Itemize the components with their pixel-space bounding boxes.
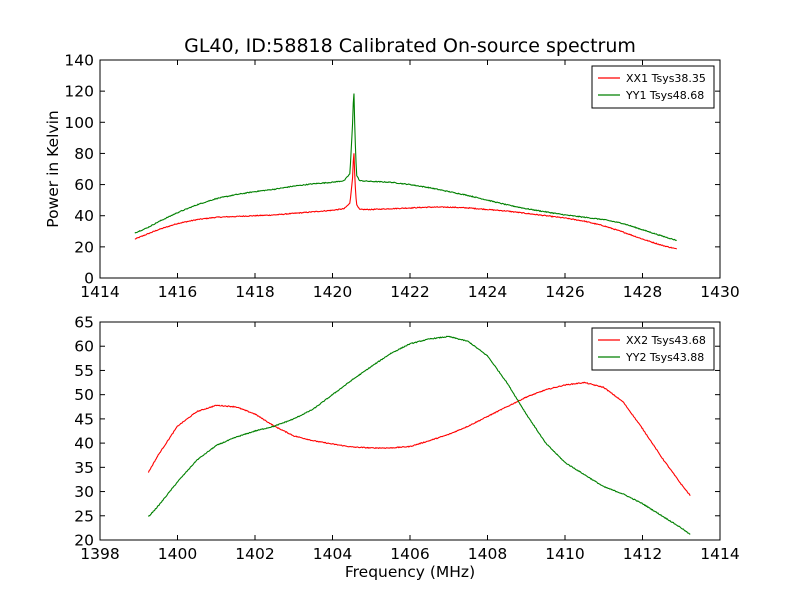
x-tick-label: 1414 [700,545,739,563]
y-tick-label: 20 [74,238,94,256]
series-line-2-2 [147,335,691,535]
y-tick-label: 35 [74,459,94,477]
x-tick-label: 1414 [80,283,119,301]
legend-label: YY2 Tsys43.88 [625,351,704,364]
series-line-1-1 [134,153,677,250]
y-tick-label: 140 [64,52,94,70]
y-axis-label: Power in Kelvin [44,110,62,227]
x-tick-label: 1404 [313,545,352,563]
x-tick-label: 1418 [235,283,274,301]
series-line-2-1 [147,381,691,496]
x-tick-label: 1422 [390,283,429,301]
legend-box [591,65,715,109]
y-tick-label: 120 [64,83,94,101]
x-tick-label: 1428 [623,283,662,301]
series-line-1-2 [134,93,677,242]
x-tick-label: 1408 [468,545,507,563]
x-tick-label: 1420 [313,283,352,301]
x-tick-label: 1398 [80,545,119,563]
y-tick-label: 20 [74,532,94,550]
x-tick-label: 1416 [158,283,197,301]
chart-2: 1398 1400 1402 1404 1406 1408 1410 1412 1414 20 25… [74,314,739,582]
y-tick-label: 80 [74,145,94,163]
chart-1: 1414 1416 1418 1420 1422 1424 1426 1428 1430 0 20 4… [44,35,740,301]
chart-title: GL40, ID:58818 Calibrated On-source spec… [184,35,636,57]
legend: XX1 Tsys38.35 YY1 Tsys48.68 [591,65,715,109]
y-tick-label: 60 [74,176,94,194]
y-tick-label: 65 [74,314,94,332]
y-tick-label: 30 [74,483,94,501]
x-tick-label: 1424 [468,283,507,301]
x-tick-label: 1410 [545,545,584,563]
y-tick-label: 0 [84,270,94,288]
y-tick-label: 40 [74,207,94,225]
y-tick-label: 55 [74,362,94,380]
legend-label: XX1 Tsys38.35 [626,72,706,85]
y-tick-label: 100 [64,114,94,132]
y-tick-label: 40 [74,435,94,453]
x-tick-label: 1412 [623,545,662,563]
x-tick-label: 1406 [390,545,429,563]
y-tick-label: 60 [74,338,94,356]
y-tick-label: 25 [74,507,94,525]
legend-label: YY1 Tsys48.68 [625,89,704,102]
x-tick-label: 1400 [158,545,197,563]
x-tick-label: 1430 [700,283,739,301]
x-tick-label: 1402 [235,545,274,563]
legend-label: XX2 Tsys43.68 [626,334,706,347]
x-tick-label: 1426 [545,283,584,301]
x-axis-label: Frequency (MHz) [345,563,475,581]
legend: XX2 Tsys43.68 YY2 Tsys43.88 [591,327,715,371]
y-tick-label: 45 [74,410,94,428]
y-tick-label: 50 [74,386,94,404]
legend-box [591,327,715,371]
